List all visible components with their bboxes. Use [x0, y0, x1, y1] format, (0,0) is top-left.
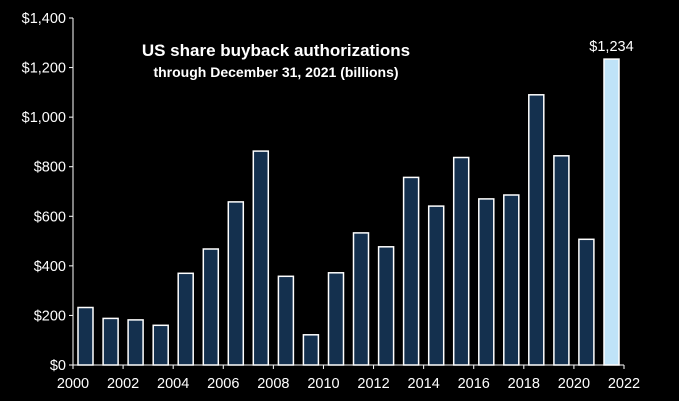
- x-tick-label: 2018: [508, 376, 540, 392]
- y-tick-label: $1,000: [22, 110, 66, 126]
- bar-2001: [102, 317, 119, 366]
- bar-2020: [578, 238, 595, 366]
- x-tick-label: 2012: [357, 376, 389, 392]
- y-tick-label: $1,400: [22, 11, 66, 27]
- x-tick-label: 2014: [408, 376, 440, 392]
- bar-2006: [227, 201, 245, 366]
- y-tick-label: $1,200: [22, 61, 66, 77]
- x-tick-label: 2000: [57, 376, 89, 392]
- annotations-group: $1,234: [589, 39, 633, 55]
- y-tick-label: $0: [50, 358, 66, 374]
- y-tick-label: $600: [34, 209, 66, 225]
- y-tick-label: $200: [34, 308, 66, 324]
- bar-2013: [402, 176, 420, 366]
- bar-2019: [553, 155, 570, 366]
- bar-2007: [252, 150, 270, 366]
- bar-2011: [352, 232, 370, 366]
- x-tick-labels: 2000 2002 2004 2006 2008 2010 2012 2014 2016 2018…: [57, 376, 640, 392]
- bar-2017: [503, 194, 520, 366]
- bar-2002: [127, 319, 144, 366]
- x-tick-label: 2020: [558, 376, 590, 392]
- x-tick-label: 2002: [107, 376, 139, 392]
- bar-2016: [478, 198, 495, 366]
- bar-2003: [152, 324, 169, 366]
- bar-2018: [528, 94, 545, 366]
- x-tick-label: 2008: [257, 376, 289, 392]
- x-tick-label: 2010: [307, 376, 339, 392]
- chart-subtitle: through December 31, 2021 (billions): [153, 64, 398, 80]
- bar-2008: [277, 275, 295, 366]
- x-tick-label: 2006: [207, 376, 239, 392]
- bar-2014: [427, 205, 445, 366]
- y-tick-labels: $0 $200 $400 $600 $800 $1,000 $1,200 $1,400: [22, 11, 66, 374]
- bar-2000: [77, 306, 94, 366]
- data-label-2021: $1,234: [589, 39, 633, 55]
- bar-2012: [377, 246, 395, 366]
- bar-2010: [327, 272, 345, 366]
- x-tick-label: 2004: [157, 376, 189, 392]
- bar-2009: [302, 334, 320, 366]
- axes-group: [69, 17, 625, 369]
- chart-title: US share buyback authorizations: [142, 41, 410, 60]
- bar-2021: [603, 58, 620, 366]
- bar-2005: [202, 248, 220, 366]
- bar-2004: [177, 272, 194, 366]
- y-tick-label: $800: [34, 160, 66, 176]
- y-tick-label: $400: [34, 259, 66, 275]
- x-tick-label: 2016: [458, 376, 490, 392]
- bar-2015: [452, 156, 470, 366]
- x-tick-label: 2022: [608, 376, 640, 392]
